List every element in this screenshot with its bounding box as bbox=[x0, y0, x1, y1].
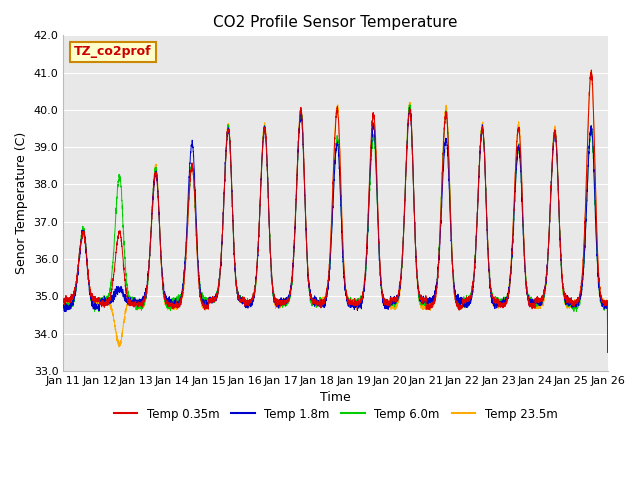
Line: Temp 23.5m: Temp 23.5m bbox=[63, 72, 607, 352]
Temp 23.5m bbox=[604, 349, 611, 355]
Temp 1.8m bbox=[315, 300, 323, 305]
Temp 23.5m bbox=[488, 296, 496, 302]
Temp 6.0m bbox=[315, 300, 323, 306]
Temp 0.35m bbox=[315, 300, 323, 305]
Temp 0.35m bbox=[157, 255, 165, 261]
Temp 6.0m bbox=[458, 297, 465, 303]
Line: Temp 1.8m: Temp 1.8m bbox=[63, 108, 607, 352]
Temp 1.8m bbox=[458, 296, 465, 301]
Temp 1.8m bbox=[603, 306, 611, 312]
Temp 0.35m bbox=[588, 67, 595, 73]
Temp 6.0m bbox=[406, 102, 414, 108]
Temp 6.0m bbox=[428, 297, 435, 303]
Temp 1.8m bbox=[157, 253, 165, 259]
Line: Temp 6.0m: Temp 6.0m bbox=[63, 105, 607, 352]
Legend: Temp 0.35m, Temp 1.8m, Temp 6.0m, Temp 23.5m: Temp 0.35m, Temp 1.8m, Temp 6.0m, Temp 2… bbox=[109, 403, 562, 425]
Temp 1.8m bbox=[406, 105, 413, 110]
Temp 0.35m bbox=[604, 349, 611, 355]
Temp 23.5m bbox=[315, 298, 323, 303]
Text: TZ_co2prof: TZ_co2prof bbox=[74, 46, 152, 59]
Temp 1.8m bbox=[428, 297, 435, 302]
Temp 23.5m bbox=[458, 303, 465, 309]
Temp 6.0m bbox=[604, 349, 611, 355]
Temp 0.35m bbox=[488, 293, 496, 299]
Title: CO2 Profile Sensor Temperature: CO2 Profile Sensor Temperature bbox=[213, 15, 458, 30]
X-axis label: Time: Time bbox=[320, 391, 351, 404]
Temp 0.35m bbox=[60, 297, 67, 302]
Temp 6.0m bbox=[488, 292, 496, 298]
Line: Temp 0.35m: Temp 0.35m bbox=[63, 70, 607, 352]
Temp 23.5m bbox=[157, 255, 165, 261]
Temp 0.35m bbox=[428, 304, 435, 310]
Temp 6.0m bbox=[60, 302, 67, 308]
Temp 1.8m bbox=[60, 303, 67, 309]
Temp 0.35m bbox=[603, 299, 611, 304]
Temp 23.5m bbox=[587, 69, 595, 74]
Temp 1.8m bbox=[604, 349, 611, 355]
Temp 1.8m bbox=[488, 297, 496, 303]
Temp 23.5m bbox=[60, 301, 67, 307]
Temp 0.35m bbox=[458, 305, 465, 311]
Temp 6.0m bbox=[603, 304, 611, 310]
Temp 6.0m bbox=[157, 257, 165, 263]
Y-axis label: Senor Temperature (C): Senor Temperature (C) bbox=[15, 132, 28, 274]
Temp 23.5m bbox=[603, 300, 611, 305]
Temp 23.5m bbox=[428, 303, 435, 309]
